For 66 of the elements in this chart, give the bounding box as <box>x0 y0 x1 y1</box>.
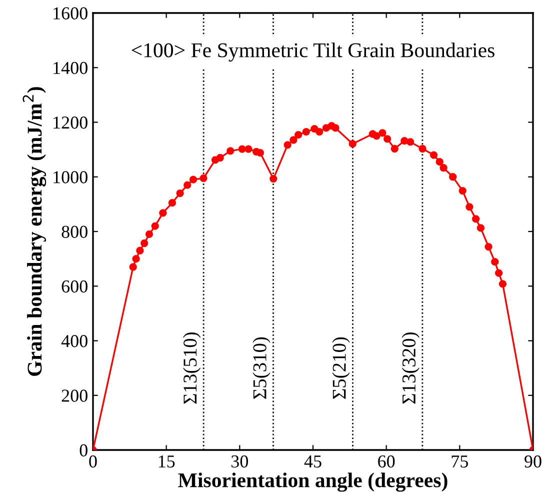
point <box>449 173 457 181</box>
point <box>498 280 507 288</box>
point <box>151 222 159 230</box>
point <box>145 230 154 238</box>
y-tick-label: 1400 <box>54 62 88 74</box>
point <box>238 145 246 153</box>
point <box>294 130 302 139</box>
x-tick-label: 60 <box>378 455 395 468</box>
point <box>189 176 198 184</box>
point <box>491 258 499 266</box>
point <box>136 246 144 254</box>
x-tick-label: 45 <box>304 456 322 468</box>
point <box>290 136 298 144</box>
y-tick-label: 600 <box>62 280 88 293</box>
y-tick-label: 0 <box>80 444 88 456</box>
point <box>302 128 310 136</box>
x-tick-label: 0 <box>89 455 97 468</box>
point <box>270 174 278 183</box>
x-tick-label: 75 <box>452 456 468 468</box>
point <box>159 209 167 217</box>
point <box>378 129 386 137</box>
point <box>184 181 192 189</box>
y-tick-label: 1600 <box>54 7 88 20</box>
y-tick-label: 400 <box>61 335 88 348</box>
y-tick-label: 800 <box>62 226 88 238</box>
point <box>458 186 466 195</box>
point <box>476 224 485 232</box>
point <box>484 242 492 251</box>
x-tick-label: 15 <box>158 455 175 468</box>
text: <100> Fe Symmetric Tilt Grain Boundaries <box>132 42 494 62</box>
point <box>200 174 208 182</box>
point <box>168 199 176 207</box>
point <box>348 140 356 148</box>
point <box>132 254 140 263</box>
ref-line-label: Σ5(210) <box>332 337 350 399</box>
point <box>140 239 148 248</box>
point <box>226 147 234 155</box>
point <box>372 132 380 140</box>
y-tick-label: 1200 <box>54 116 88 129</box>
y-tick-label: 1000 <box>54 171 88 184</box>
point <box>216 154 224 162</box>
ref-line-label: Σ5(310) <box>252 337 270 399</box>
point <box>316 128 324 136</box>
point <box>418 144 426 153</box>
point <box>383 135 392 143</box>
point <box>494 269 503 277</box>
x-tick-label: 30 <box>232 455 248 468</box>
point <box>176 189 184 198</box>
point <box>472 215 480 223</box>
point <box>390 144 398 153</box>
point <box>244 145 252 153</box>
point <box>440 164 448 172</box>
point <box>284 141 292 149</box>
point <box>256 149 264 157</box>
y-axis-title: Grain boundary energy (mJ/m$^{2}$) <box>22 87 46 376</box>
point <box>466 203 474 211</box>
point <box>436 158 444 166</box>
ref-line-label: Σ13(320) <box>402 332 420 404</box>
point <box>406 138 414 146</box>
point <box>332 124 340 132</box>
x-tick-label: 90 <box>524 455 542 468</box>
point <box>430 151 438 159</box>
x-axis-title: Misorientation angle (degrees) <box>178 472 448 492</box>
point <box>129 263 137 271</box>
y-tick-label: 200 <box>62 390 88 402</box>
ref-line-label: Σ13(510) <box>183 332 201 404</box>
